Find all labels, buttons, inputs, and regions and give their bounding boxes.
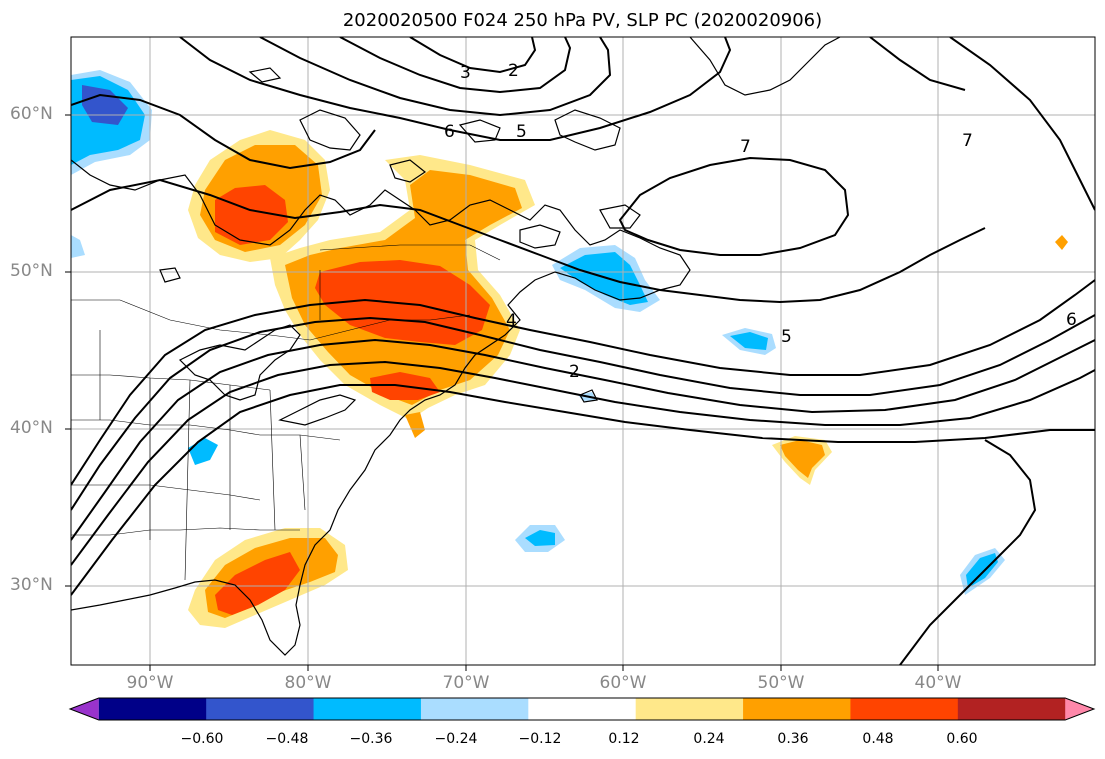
contour-label: 3 xyxy=(460,63,471,83)
lat-label: 60°N xyxy=(10,104,53,124)
lat-label: 40°N xyxy=(10,418,53,438)
colorbar-swatch xyxy=(743,698,851,720)
contour-label: 5 xyxy=(516,122,527,142)
colorbar-outline xyxy=(68,697,1096,721)
colorbar-tick-label: 0.12 xyxy=(608,731,640,747)
colorbar-swatch xyxy=(850,698,959,720)
political-boundaries xyxy=(71,244,501,581)
colorbar-swatch xyxy=(98,698,207,720)
lon-label: 80°W xyxy=(284,673,332,693)
slp-contours xyxy=(71,37,1095,665)
colorbar-tick-label: 0.48 xyxy=(862,731,894,747)
colorbar-tick-label: −0.36 xyxy=(349,731,393,747)
contour-label: 7 xyxy=(962,131,973,151)
colorbar-swatch xyxy=(528,698,637,720)
map-frame xyxy=(70,36,1096,666)
lon-label: 50°W xyxy=(757,673,805,693)
colorbar-swatch xyxy=(313,698,422,720)
colorbar-extend-high xyxy=(1065,698,1094,720)
map-panel: 7 7 6 6 5 5 4 3 2 2 xyxy=(71,37,1095,665)
map-title: 2020020500 F024 250 hPa PV, SLP PC (2020… xyxy=(342,10,823,31)
contour-label: 5 xyxy=(781,327,792,347)
contour-labels: 7 7 6 6 5 5 4 3 2 2 xyxy=(444,61,1077,382)
lon-label: 40°W xyxy=(914,673,962,693)
colorbar-swatch xyxy=(635,698,744,720)
contour-label: 2 xyxy=(569,362,580,382)
colorbar-swatch xyxy=(957,698,1066,720)
colorbar xyxy=(68,697,1096,721)
lon-label: 70°W xyxy=(442,673,490,693)
contour-label: 4 xyxy=(506,311,517,331)
contour-label: 7 xyxy=(740,137,751,157)
colorbar-tick-label: 0.24 xyxy=(693,731,725,747)
lon-label: 60°W xyxy=(599,673,647,693)
contour-label: 2 xyxy=(508,61,519,81)
lon-label: 90°W xyxy=(126,673,174,693)
colorbar-tick-label: 0.36 xyxy=(777,731,809,747)
colorbar-tick-label: −0.24 xyxy=(434,731,478,747)
colorbar-tick-label: −0.60 xyxy=(180,731,224,747)
lat-label: 50°N xyxy=(10,261,53,281)
colorbar-tick-label: 0.60 xyxy=(946,731,978,747)
colorbar-swatch xyxy=(420,698,529,720)
colorbar-extend-low xyxy=(70,698,99,720)
colorbar-swatch xyxy=(206,698,315,720)
colorbar-tick-label: −0.12 xyxy=(518,731,562,747)
contour-label: 6 xyxy=(1066,310,1077,330)
contour-label: 6 xyxy=(444,122,455,142)
axis-ticks xyxy=(65,114,939,671)
colorbar-tick-label: −0.48 xyxy=(265,731,309,747)
lat-label: 30°N xyxy=(10,575,53,595)
